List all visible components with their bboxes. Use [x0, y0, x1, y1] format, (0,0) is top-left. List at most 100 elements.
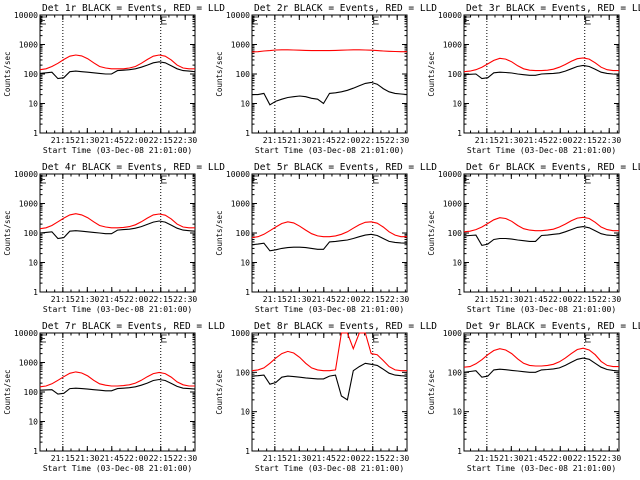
chart-panel-det-2r: Det 2r BLACK = Events, RED = LLD Counts/s… [215, 3, 437, 155]
y-tick-label: 10 [240, 100, 250, 109]
y-tick-label: 10 [452, 259, 462, 268]
chart-title: Det 8r BLACK = Events, RED = LLD [254, 321, 437, 332]
x-axis-label: Start Time (03-Dec-08 21:01:00) [467, 146, 616, 155]
x-tick-label: 21:30 [75, 295, 99, 304]
chart-title: Det 9r BLACK = Events, RED = LLD [466, 321, 640, 332]
x-tick-label: 21:45 [312, 136, 336, 145]
y-tick-label: 1 [33, 447, 38, 456]
x-tick-label: 21:45 [524, 295, 548, 304]
y-tick-label: 10000 [14, 329, 38, 338]
x-tick-label: 21:15 [263, 295, 287, 304]
x-tick-label: 21:30 [499, 295, 523, 304]
y-axis-label: Counts/sec [3, 210, 12, 255]
series-line-lld [39, 54, 195, 71]
x-tick-label: 22:30 [173, 136, 197, 145]
series-line-events [251, 362, 408, 401]
x-tick-label: 21:30 [287, 454, 311, 463]
y-tick-label: 10 [240, 259, 250, 268]
x-tick-label: 21:30 [287, 295, 311, 304]
x-tick-label: 21:15 [475, 454, 499, 463]
series-line-events [251, 233, 408, 252]
x-tick-label: 22:00 [548, 295, 572, 304]
y-axis-label: Counts/sec [215, 210, 224, 255]
y-tick-label: 1 [245, 447, 250, 456]
interval-marker [585, 175, 591, 184]
plot-frame [39, 173, 196, 293]
chart-panel-det-4r: Det 4r BLACK = Events, RED = LLD Counts/s… [3, 162, 225, 314]
y-tick-label: 100 [236, 229, 251, 238]
y-tick-label: 10 [240, 408, 250, 417]
y-tick-label: 1 [457, 288, 462, 297]
chart-title: Det 2r BLACK = Events, RED = LLD [254, 3, 437, 14]
interval-marker [252, 16, 258, 25]
x-tick-label: 21:15 [51, 295, 75, 304]
x-axis-label: Start Time (03-Dec-08 21:01:00) [467, 464, 616, 473]
series-line-events [463, 64, 620, 80]
plot-frame [251, 332, 408, 452]
interval-marker [464, 16, 470, 25]
x-tick-label: 21:45 [524, 136, 548, 145]
y-tick-label: 1000 [19, 41, 38, 50]
y-tick-label: 10000 [226, 170, 250, 179]
x-tick-label: 21:30 [499, 136, 523, 145]
y-tick-label: 100 [236, 70, 251, 79]
x-tick-label: 22:00 [124, 295, 148, 304]
x-tick-label: 22:15 [573, 136, 597, 145]
x-tick-label: 21:30 [75, 454, 99, 463]
y-tick-label: 1000 [443, 200, 462, 209]
y-tick-label: 10000 [14, 170, 38, 179]
plot-frame [251, 14, 408, 134]
interval-marker [464, 175, 470, 184]
y-axis-label: Counts/sec [215, 51, 224, 96]
interval-marker [161, 16, 167, 25]
x-axis-label: Start Time (03-Dec-08 21:01:00) [255, 146, 404, 155]
x-tick-label: 22:30 [385, 454, 409, 463]
y-axis-label: Counts/sec [3, 369, 12, 414]
y-tick-label: 100 [24, 70, 39, 79]
interval-marker [252, 175, 258, 184]
chart-title: Det 1r BLACK = Events, RED = LLD [42, 3, 225, 14]
x-tick-label: 21:15 [51, 136, 75, 145]
y-axis-label: Counts/sec [215, 369, 224, 414]
series-line-lld [251, 49, 407, 53]
y-tick-label: 10 [28, 418, 38, 427]
x-axis-label: Start Time (03-Dec-08 21:01:00) [255, 464, 404, 473]
chart-title: Det 5r BLACK = Events, RED = LLD [254, 162, 437, 173]
y-tick-label: 1000 [19, 359, 38, 368]
x-tick-label: 21:45 [100, 295, 124, 304]
y-tick-label: 100 [448, 70, 463, 79]
x-tick-label: 22:30 [385, 136, 409, 145]
x-axis-label: Start Time (03-Dec-08 21:01:00) [43, 464, 192, 473]
x-tick-label: 22:15 [149, 295, 173, 304]
y-axis-label: Counts/sec [427, 369, 436, 414]
y-tick-label: 10000 [14, 11, 38, 20]
plot-frame [463, 173, 620, 293]
y-tick-label: 1 [33, 288, 38, 297]
x-tick-label: 22:15 [361, 295, 385, 304]
interval-marker [373, 334, 379, 343]
x-tick-label: 22:00 [336, 454, 360, 463]
x-tick-label: 22:30 [597, 295, 621, 304]
series-line-events [39, 61, 196, 80]
y-tick-label: 100 [448, 368, 463, 377]
x-tick-label: 22:30 [597, 136, 621, 145]
series-line-events [39, 220, 196, 240]
y-tick-label: 100 [24, 229, 39, 238]
chart-panel-det-9r: Det 9r BLACK = Events, RED = LLD Counts/s… [427, 321, 640, 473]
plot-frame [251, 173, 408, 293]
interval-marker [373, 175, 379, 184]
x-tick-label: 22:30 [173, 295, 197, 304]
y-tick-label: 10 [452, 408, 462, 417]
y-tick-label: 1 [245, 129, 250, 138]
x-axis-label: Start Time (03-Dec-08 21:01:00) [467, 305, 616, 314]
x-tick-label: 21:45 [312, 454, 336, 463]
y-tick-label: 100 [24, 388, 39, 397]
y-tick-label: 1000 [231, 329, 250, 338]
series-line-events [463, 226, 620, 247]
x-tick-label: 21:45 [312, 295, 336, 304]
chart-panel-det-8r: Det 8r BLACK = Events, RED = LLD Counts/s… [215, 321, 437, 473]
y-tick-label: 1000 [443, 329, 462, 338]
y-tick-label: 1 [457, 447, 462, 456]
